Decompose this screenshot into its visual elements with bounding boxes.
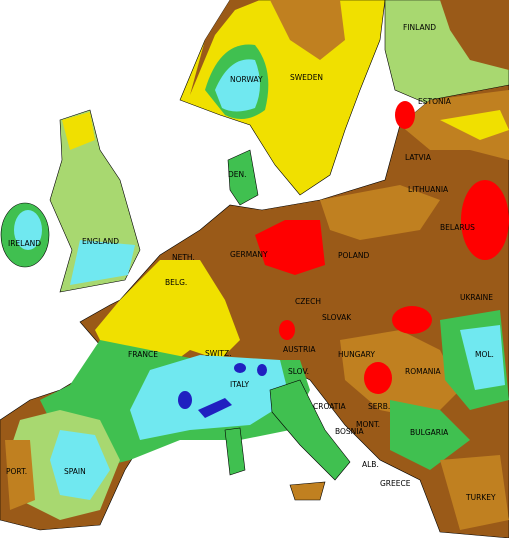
sardinia <box>224 427 246 476</box>
country-label: SLOVAK <box>322 313 352 322</box>
country-label: FRANCE <box>128 350 158 359</box>
zone <box>364 362 392 394</box>
country-label: CROATIA <box>313 402 347 411</box>
zone <box>255 220 325 275</box>
country-label: LATVIA <box>405 153 432 162</box>
zone <box>257 364 267 376</box>
zone <box>392 306 432 334</box>
country-label: SWEDEN <box>290 73 323 82</box>
zone <box>440 110 509 140</box>
zone <box>320 185 440 240</box>
zone <box>215 59 260 112</box>
zone <box>440 0 509 70</box>
zone <box>234 363 246 373</box>
country-label: AUSTRIA <box>283 345 316 354</box>
country-label: PORT. <box>6 467 27 476</box>
country-label: ROMANIA <box>405 367 442 376</box>
country-label: BELG. <box>165 278 187 287</box>
country-label: NETH. <box>172 253 195 262</box>
zone <box>440 455 509 530</box>
country-label: SLOV. <box>288 367 309 376</box>
country-label: MONT. <box>356 420 380 429</box>
zone <box>70 240 135 285</box>
labels: FINLAND NORWAY SWEDEN ESTONIA LATVIA DEN. LITH… <box>6 23 496 502</box>
country-label: ITALY <box>230 380 250 389</box>
country-label: ENGLAND <box>82 237 119 246</box>
zone <box>130 355 290 440</box>
zone <box>5 440 35 510</box>
denmark <box>227 149 259 206</box>
zone <box>178 391 192 409</box>
zone <box>50 430 110 500</box>
italy-south <box>269 379 351 481</box>
zone <box>395 101 415 129</box>
zone <box>460 325 505 390</box>
country-label: FINLAND <box>403 23 436 32</box>
zone <box>461 180 509 260</box>
zone <box>198 398 232 418</box>
zone <box>340 330 460 420</box>
country-label: MOL. <box>475 350 494 359</box>
country-label: BELARUS <box>440 223 475 232</box>
country-label: GREECE <box>380 479 411 488</box>
country-label: POLAND <box>338 251 370 260</box>
country-label: IRELAND <box>8 239 41 248</box>
zone <box>390 400 470 470</box>
country-label: GERMANY <box>230 250 268 259</box>
country-label: HUNGARY <box>338 350 375 359</box>
country-label: UKRAINE <box>460 293 493 302</box>
country-label: DEN. <box>228 170 247 179</box>
country-label: BULGARIA <box>410 428 449 437</box>
zone <box>270 0 345 60</box>
country-label: BOSNIA <box>335 427 364 436</box>
country-label: TURKEY <box>465 493 496 502</box>
zone <box>190 0 260 95</box>
country-label: ESTONIA <box>418 97 452 106</box>
country-label: LITHUANIA <box>408 185 449 194</box>
country-label: ALB. <box>362 460 379 469</box>
zone <box>279 320 295 340</box>
country-label: SERB. <box>368 402 390 411</box>
country-label: CZECH <box>295 297 321 306</box>
sicily <box>289 481 326 501</box>
country-label: NORWAY <box>230 75 263 84</box>
country-label: SWITZ. <box>205 349 232 358</box>
zone <box>62 112 95 150</box>
country-label: SPAIN <box>64 467 86 476</box>
zone <box>14 210 42 250</box>
